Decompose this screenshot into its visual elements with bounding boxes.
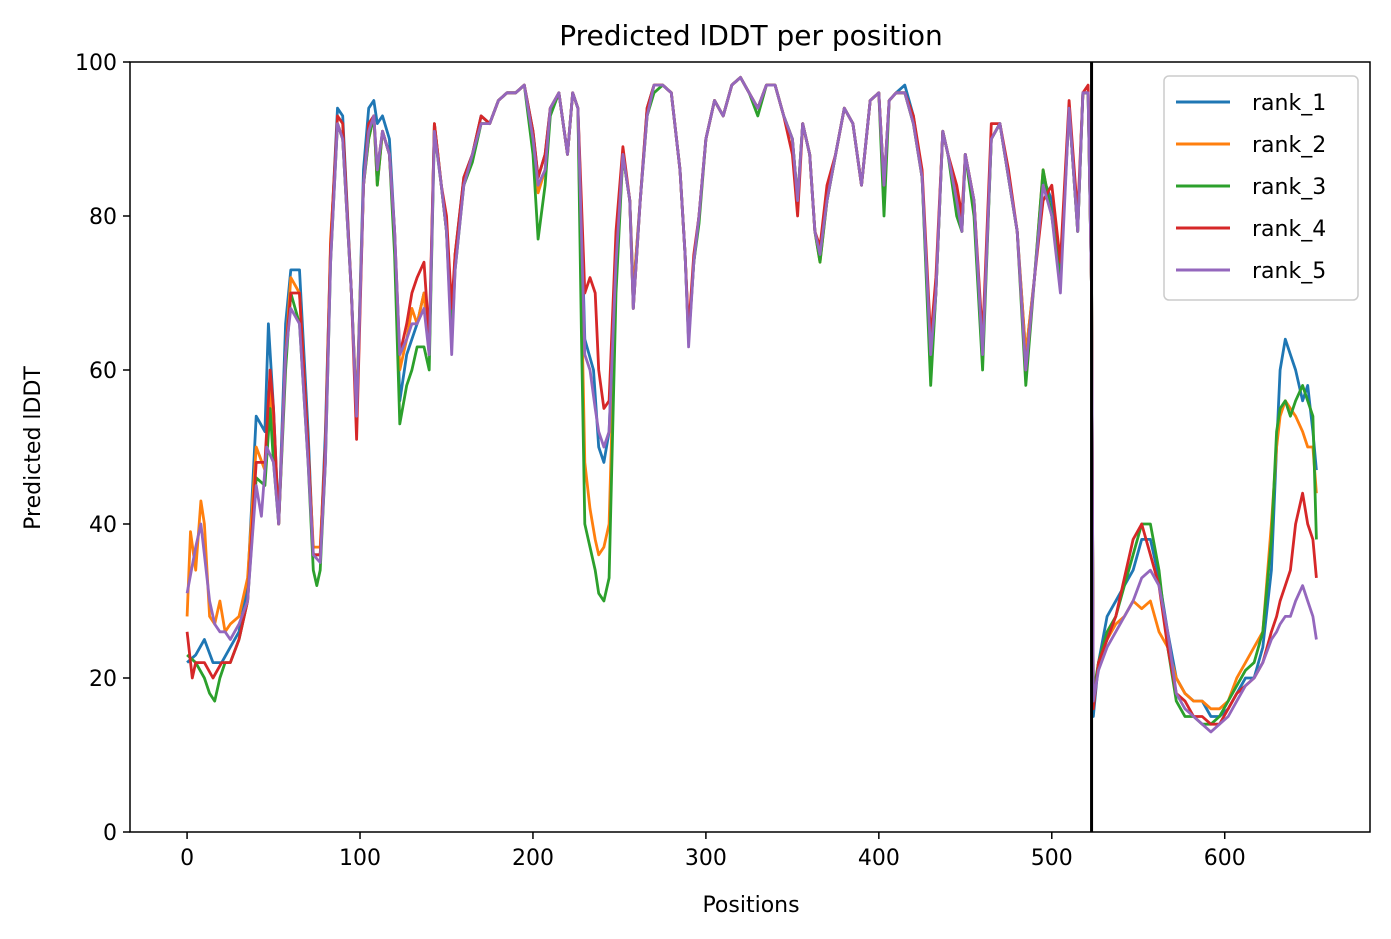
legend-label-rank_2: rank_2 (1252, 133, 1326, 158)
legend-label-rank_3: rank_3 (1252, 175, 1326, 200)
y-axis-label: Predicted lDDT (21, 366, 46, 530)
legend-box (1163, 75, 1359, 301)
y-axis-ticks: 0 20 40 60 80 100 (75, 51, 130, 846)
series-layer (185, 76, 1318, 734)
legend-label-rank_1: rank_1 (1252, 91, 1326, 116)
legend: rank_1 rank_2 rank_3 rank_4 rank_5 (1163, 75, 1359, 301)
x-axis-ticks: 0 100 200 300 400 500 600 (180, 832, 1246, 871)
y-tick-label: 80 (89, 205, 117, 230)
x-tick-label: 0 (180, 846, 194, 871)
x-axis-label: Positions (702, 893, 799, 918)
x-tick-label: 300 (685, 846, 727, 871)
y-tick-label: 60 (89, 359, 117, 384)
x-tick-label: 200 (512, 846, 554, 871)
y-tick-label: 40 (89, 513, 117, 538)
y-tick-label: 0 (103, 821, 117, 846)
x-tick-label: 100 (339, 846, 381, 871)
x-tick-label: 500 (1031, 846, 1073, 871)
y-tick-label: 20 (89, 667, 117, 692)
legend-label-rank_5: rank_5 (1252, 259, 1326, 284)
y-tick-label: 100 (75, 51, 117, 76)
chart-title: Predicted lDDT per position (559, 19, 943, 52)
x-tick-label: 400 (858, 846, 900, 871)
x-tick-label: 600 (1204, 846, 1246, 871)
series-line-rank_5 (185, 76, 1318, 734)
plot-frame (129, 61, 1371, 833)
legend-label-rank_4: rank_4 (1252, 217, 1326, 242)
